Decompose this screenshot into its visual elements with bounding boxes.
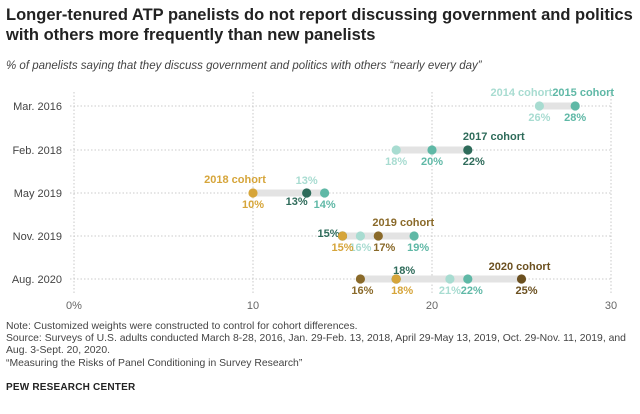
dot-point <box>463 274 473 284</box>
chart-notes: Note: Customized weights were constructe… <box>6 321 634 370</box>
data-label: 20% <box>421 156 443 168</box>
dot-point <box>248 188 258 198</box>
dot-point <box>391 274 401 284</box>
chart-title: Longer-tenured ATP panelists do not repo… <box>6 6 633 44</box>
dot-point <box>320 188 330 198</box>
dot-point <box>427 145 437 155</box>
series-label: 2018 cohort <box>204 174 266 186</box>
series-label: 2014 cohort <box>491 87 553 99</box>
data-label: 16% <box>349 242 371 254</box>
chart-subtitle: % of panelists saying that they discuss … <box>6 60 482 72</box>
dot-point <box>373 231 383 241</box>
data-label: 15% <box>331 242 353 254</box>
data-label: 14% <box>314 199 336 211</box>
data-label: 25% <box>515 285 537 297</box>
data-label: 16% <box>351 285 373 297</box>
data-label: 22% <box>461 285 483 297</box>
dot-point <box>445 274 455 284</box>
x-tick-label: 20 <box>426 300 438 312</box>
category-label: Feb. 2018 <box>12 145 62 157</box>
data-label: 13% <box>286 196 308 208</box>
category-label: Aug. 2020 <box>12 274 62 286</box>
data-label: 17% <box>373 242 395 254</box>
data-label: 22% <box>463 156 485 168</box>
data-label: 18% <box>393 265 415 277</box>
dot-point <box>463 145 473 155</box>
category-label: May 2019 <box>14 188 62 200</box>
dot-point <box>337 231 348 241</box>
series-label: 2015 cohort <box>552 87 614 99</box>
note-line: Note: Customized weights were constructe… <box>6 321 358 332</box>
data-label: 18% <box>391 285 413 297</box>
x-tick-label: 10 <box>247 300 259 312</box>
series-label: 2019 cohort <box>372 217 434 229</box>
data-label: 26% <box>528 112 550 124</box>
x-tick-label: 0% <box>66 300 82 312</box>
dot-point <box>391 145 401 155</box>
data-label: 21% <box>439 285 461 297</box>
brand-logo-text: PEW RESEARCH CENTER <box>6 382 136 393</box>
dot-point <box>570 101 580 111</box>
data-label: 13% <box>296 175 318 187</box>
category-label: Nov. 2019 <box>13 231 62 243</box>
dot-point <box>409 231 419 241</box>
data-label: 18% <box>385 156 407 168</box>
dot-plot: 0% 10 20 30 Mar. 2016 Feb. 2018 May 2019 Nov. 2… <box>12 87 617 312</box>
dot-point <box>516 274 527 284</box>
data-label: 10% <box>242 199 264 211</box>
category-label: Mar. 2016 <box>13 101 62 113</box>
x-tick-label: 30 <box>605 300 617 312</box>
dot-point <box>302 188 312 198</box>
data-label: 19% <box>407 242 429 254</box>
dot-point <box>355 274 365 284</box>
report-title-line: “Measuring the Risks of Panel Conditioni… <box>6 357 303 369</box>
dot-point <box>534 101 545 111</box>
series-label: 2020 cohort <box>489 261 551 273</box>
data-label: 28% <box>564 112 586 124</box>
data-label: 15% <box>317 228 339 240</box>
series-label: 2017 cohort <box>463 131 525 143</box>
source-line: Source: Surveys of U.S. adults conducted… <box>6 333 626 357</box>
dot-point <box>355 231 365 241</box>
